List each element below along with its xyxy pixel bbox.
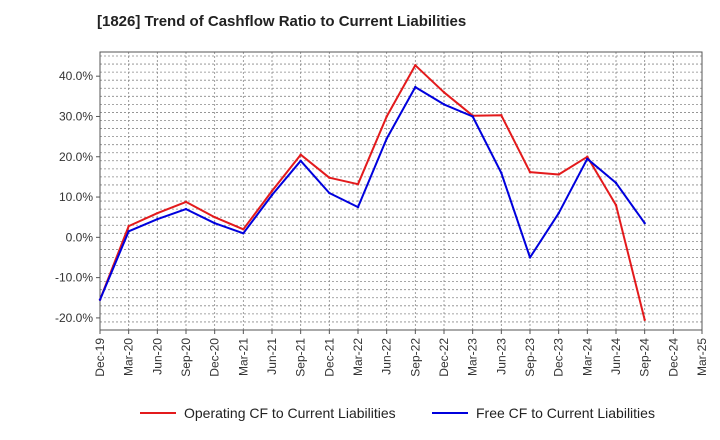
data-point [442, 103, 446, 106]
data-point [98, 298, 102, 301]
x-tick-label: Jun-22 [380, 338, 394, 375]
data-point [184, 207, 188, 211]
x-tick-label: Dec-22 [437, 338, 451, 377]
data-point [414, 85, 417, 89]
data-point [127, 224, 130, 228]
x-tick-label: Mar-22 [351, 338, 365, 376]
data-point [156, 211, 159, 215]
y-tick-label: 10.0% [59, 190, 93, 204]
data-point [156, 218, 159, 221]
data-point [471, 115, 474, 118]
y-tick-label: -10.0% [55, 271, 93, 285]
x-tick-label: Dec-23 [552, 338, 566, 377]
legend-item-free-cf: Free CF to Current Liabilities [432, 405, 655, 421]
series-line-operating-cf [99, 64, 646, 321]
data-point [528, 170, 532, 174]
y-tick-label: 20.0% [59, 150, 93, 164]
x-tick-label: Sep-20 [179, 338, 193, 377]
x-tick-label: Sep-21 [294, 338, 308, 377]
series-lines [98, 64, 646, 322]
legend: Operating CF to Current Liabilities Free… [0, 405, 720, 425]
series-line-free-cf [99, 86, 646, 301]
data-point [385, 115, 388, 118]
x-tick-label: Dec-19 [93, 338, 107, 377]
axes: -20.0% -10.0% 0.0% 10.0% 20.0% 30.0% 40.0% Dec-… [55, 51, 709, 377]
data-point [557, 173, 560, 176]
data-point [500, 171, 503, 175]
data-point [242, 232, 245, 235]
data-point [328, 176, 331, 179]
data-point [270, 189, 274, 193]
x-tick-label: Dec-24 [666, 338, 680, 377]
x-tick-label: Sep-22 [408, 338, 422, 377]
x-tick-label: Dec-21 [322, 338, 336, 377]
data-point [557, 211, 560, 215]
data-point [614, 203, 618, 207]
x-tick-label: Dec-20 [208, 338, 222, 377]
data-point [414, 64, 417, 67]
plot-frame [99, 51, 703, 331]
legend-label-operating-cf: Operating CF to Current Liabilities [184, 405, 396, 421]
data-point [299, 159, 302, 162]
x-tick-label: Jun-21 [265, 338, 279, 375]
data-point [270, 193, 274, 197]
y-tick-label: 30.0% [59, 109, 93, 123]
x-tick-label: Mar-25 [695, 338, 709, 376]
data-point [356, 182, 360, 186]
x-tick-label: Mar-20 [122, 338, 136, 376]
data-point [328, 191, 331, 195]
data-point [213, 215, 216, 219]
data-point [586, 157, 589, 160]
x-tick-label: Mar-23 [466, 338, 480, 376]
legend-label-free-cf: Free CF to Current Liabilities [476, 405, 655, 421]
legend-swatch-operating-cf [140, 412, 176, 414]
data-point [586, 155, 589, 158]
grid [99, 52, 703, 331]
data-point [127, 230, 130, 233]
data-point [299, 153, 302, 156]
data-point [643, 222, 646, 225]
x-tick-label: Jun-23 [494, 338, 508, 375]
chart-title: [1826] Trend of Cashflow Ratio to Curren… [97, 13, 467, 30]
x-tick-label: Jun-20 [150, 338, 164, 375]
x-tick-label: Mar-24 [580, 338, 594, 376]
x-tick-label: Sep-24 [638, 338, 652, 377]
data-point [385, 137, 388, 140]
y-tick-label: 0.0% [66, 230, 94, 244]
x-tick-label: Mar-21 [236, 338, 250, 376]
data-point [242, 228, 245, 231]
data-point [643, 318, 646, 322]
x-tick-label: Jun-24 [609, 338, 623, 375]
legend-swatch-free-cf [432, 412, 468, 414]
y-tick-label: -20.0% [55, 311, 93, 325]
data-point [213, 222, 216, 225]
data-point [528, 256, 532, 259]
data-point [614, 181, 618, 185]
data-point [500, 114, 503, 117]
data-point [442, 91, 446, 94]
x-tick-label: Sep-23 [523, 338, 537, 377]
data-point [356, 205, 360, 209]
y-tick-label: 40.0% [59, 69, 93, 83]
data-point [184, 200, 188, 204]
legend-item-operating-cf: Operating CF to Current Liabilities [140, 405, 396, 421]
